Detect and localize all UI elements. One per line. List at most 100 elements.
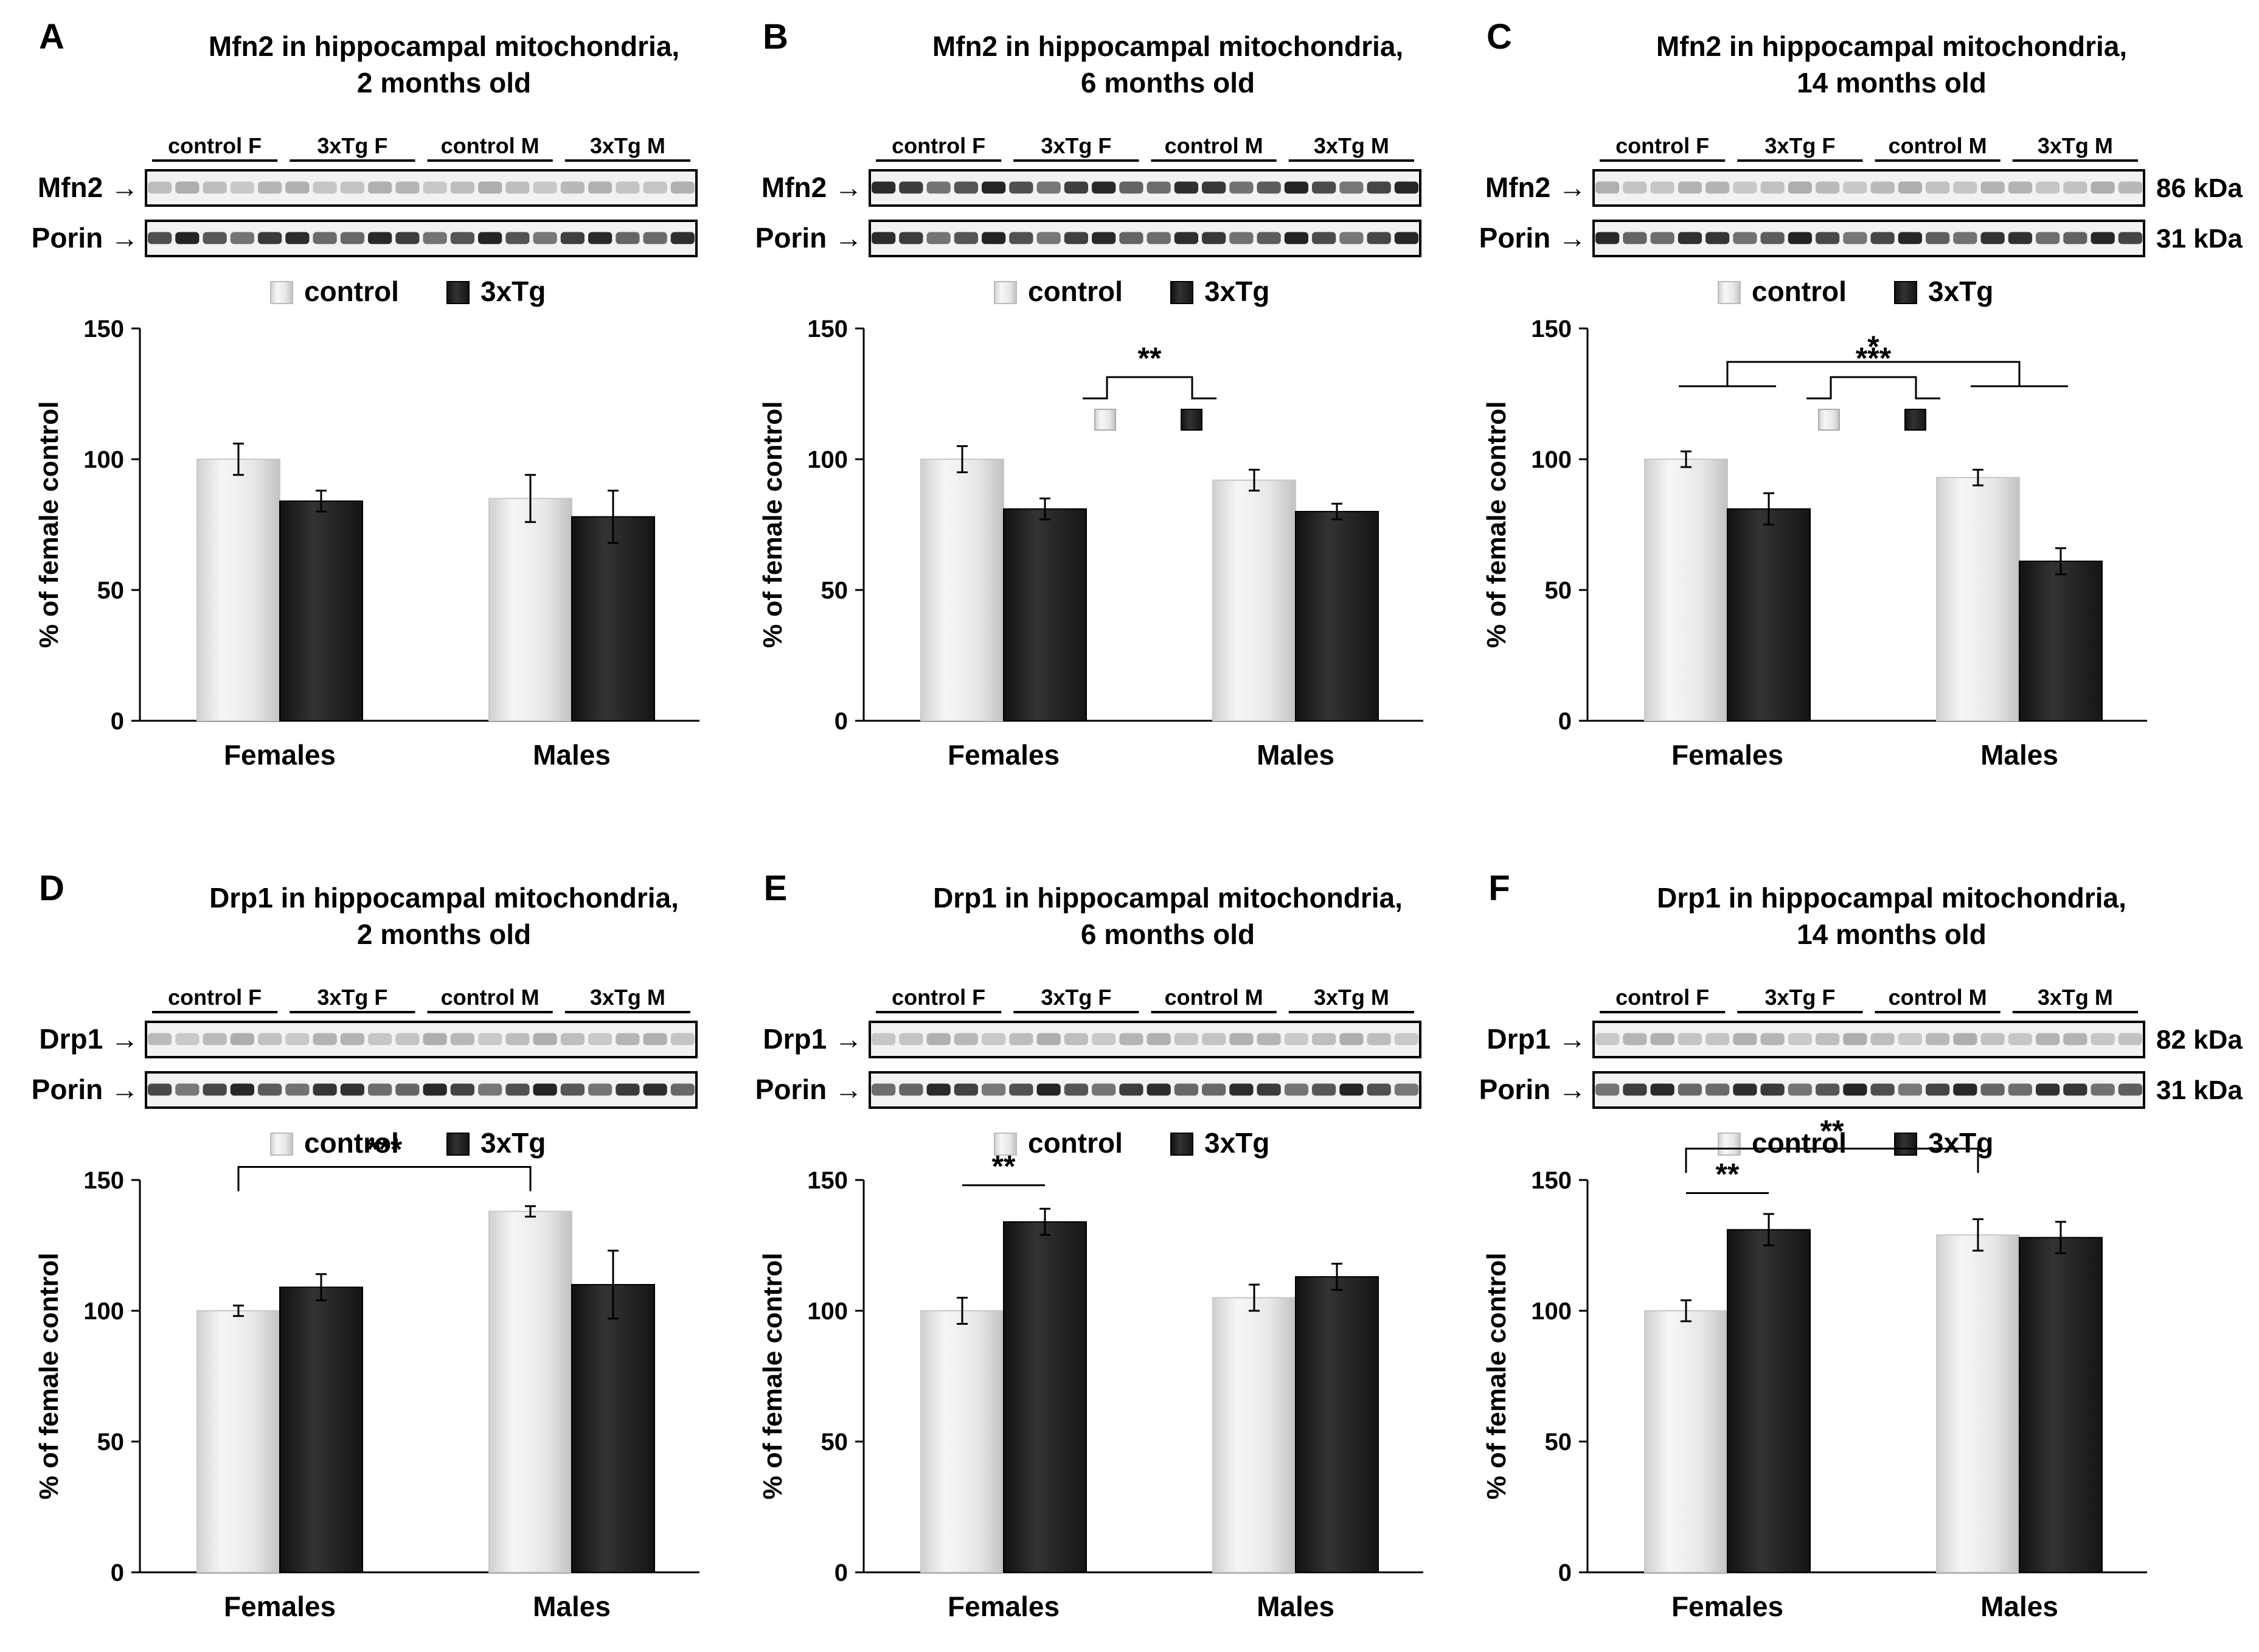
y-axis-label: % of female control [1482, 1253, 1511, 1500]
bar-control-females [920, 1310, 1004, 1573]
blot-band [1009, 232, 1033, 245]
blot-band [1119, 181, 1143, 194]
blot-band [1650, 1083, 1674, 1096]
blot-band [1678, 1033, 1702, 1046]
kda-label: 31 kDa [2156, 1075, 2243, 1105]
lane-group-label: control F [1615, 985, 1709, 1010]
panel-title-line-2: 6 months old [1081, 67, 1255, 99]
blot-band [1650, 1033, 1674, 1046]
y-tick-label: 0 [835, 1560, 848, 1586]
blot-band [643, 181, 667, 194]
blot-band [258, 232, 282, 245]
bar-3xtg-females [1003, 508, 1087, 721]
blot-band [1623, 232, 1647, 245]
bar-control-males [1212, 1297, 1296, 1573]
lane-group-label: 3xTg F [1041, 133, 1111, 158]
protein-blot [145, 1021, 698, 1058]
significance-label: ** [992, 1150, 1016, 1184]
x-category-label: Females [1671, 739, 1783, 771]
blot-band [368, 181, 392, 194]
panel-title-line-1: Drp1 in hippocampal mitochondria, [933, 882, 1403, 914]
blot-band [1706, 1083, 1730, 1096]
porin-blot [145, 1071, 698, 1109]
blot-band [1064, 181, 1088, 194]
blot-band [1595, 181, 1620, 194]
blot-band [1926, 1083, 1950, 1096]
blot-band [1843, 1033, 1867, 1046]
blot-band [1036, 1083, 1061, 1096]
lane-group-label: control F [168, 133, 262, 158]
blot-band [899, 181, 923, 194]
blot-band [1980, 1083, 2005, 1096]
panel-title-line-1: Mfn2 in hippocampal mitochondria, [932, 30, 1403, 62]
porin-blot [869, 1071, 1421, 1109]
blot-band [478, 1033, 502, 1046]
blot-band [954, 1033, 978, 1046]
blot-band [1229, 181, 1254, 194]
blot-band [1760, 181, 1785, 194]
legend-label-control: control [1752, 276, 1847, 307]
blot-band [1036, 181, 1061, 194]
blot-band [1367, 181, 1391, 194]
lane-group-label: control F [892, 985, 985, 1010]
blot-band [230, 181, 254, 194]
blot-band [175, 232, 200, 245]
blot-band [1202, 232, 1226, 245]
blot-band [588, 1083, 612, 1096]
panel-c: C Mfn2 in hippocampal mitochondria, 14 mon… [1479, 17, 2243, 771]
blot-band [643, 1083, 667, 1096]
blot-band [2118, 181, 2142, 194]
blot-band [175, 181, 200, 194]
blot-band [872, 1033, 896, 1046]
blot-band [1339, 1033, 1364, 1046]
blot-band [1119, 1033, 1143, 1046]
blot-band [1367, 1033, 1391, 1046]
y-tick-label: 0 [835, 708, 848, 735]
lane-group-label: 3xTg M [590, 133, 665, 158]
bar-control-females [196, 1310, 280, 1573]
blot-band [1064, 232, 1088, 245]
bar-control-males [488, 1210, 572, 1573]
y-tick-label: 0 [1558, 1560, 1572, 1586]
blot-band [1788, 1083, 1812, 1096]
blot-band [1953, 181, 1977, 194]
blot-band [1284, 1083, 1308, 1096]
lane-group-label: 3xTg F [1765, 985, 1835, 1010]
lane-group-label: 3xTg M [1314, 133, 1389, 158]
genotype-bracket [1806, 376, 1940, 400]
sex-bracket [1726, 361, 2021, 386]
blot-band [2118, 1033, 2142, 1046]
blot-band [1367, 232, 1391, 245]
panel-title-line-1: Mfn2 in hippocampal mitochondria, [209, 30, 679, 62]
blot-band [1009, 1083, 1033, 1096]
blot-band [1816, 181, 1840, 194]
blot-band [2063, 1033, 2087, 1046]
bar-3xtg-females [1003, 1221, 1087, 1574]
y-tick-label: 50 [97, 577, 125, 604]
blot-band [1870, 181, 1895, 194]
blot-band [1678, 181, 1702, 194]
significance-label: ** [1716, 1157, 1740, 1192]
lane-group-label: control M [1889, 985, 1987, 1010]
blot-band [1394, 1083, 1418, 1096]
x-category-label: Females [1671, 1591, 1783, 1622]
blot-band [1312, 1033, 1336, 1046]
bar-control-males [1936, 477, 2020, 721]
legend-swatch-control [1718, 1133, 1741, 1156]
blot-band [175, 1033, 200, 1046]
y-tick-label: 50 [1545, 1429, 1572, 1456]
blot-band [1257, 232, 1281, 245]
blot-band [1898, 232, 1922, 245]
legend-label-3xtg: 3xTg [1928, 1127, 1993, 1159]
blot-band [899, 232, 923, 245]
blot-band [1284, 232, 1308, 245]
blot-band [926, 1083, 951, 1096]
y-tick-label: 50 [97, 1429, 125, 1456]
blot-band [423, 1083, 447, 1096]
blot-band [148, 1083, 172, 1096]
blot-band [1678, 1083, 1702, 1096]
x-category-label: Females [948, 1591, 1060, 1622]
x-category-label: Males [533, 739, 611, 771]
blot-band [670, 232, 695, 245]
lane-group-label: control M [441, 133, 540, 158]
